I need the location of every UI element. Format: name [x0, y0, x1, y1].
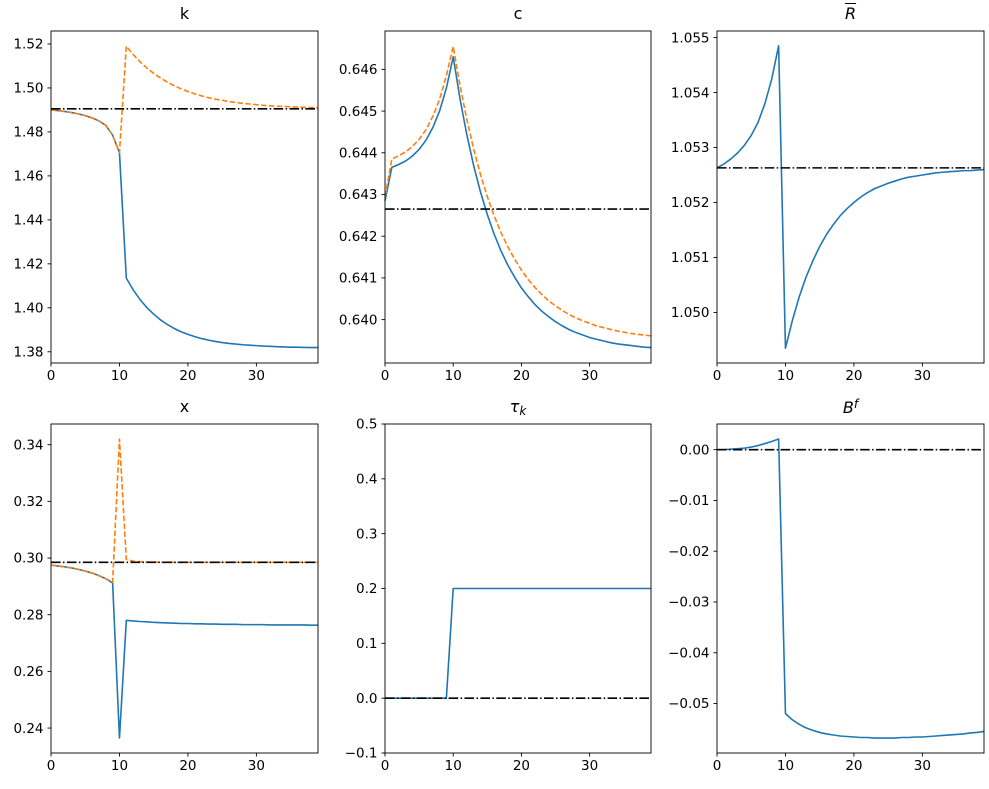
y-tick-label-tau_k: 0.0	[356, 691, 377, 707]
y-tick-label-x: 0.24	[13, 721, 43, 737]
y-tick-label-x: 0.26	[13, 664, 43, 680]
y-tick-label-x: 0.28	[13, 607, 43, 623]
series-dashed-x	[50, 438, 318, 583]
y-tick-label-x: 0.32	[13, 494, 43, 510]
y-tick-label-k: 1.42	[13, 257, 43, 273]
series-solid-Rbar	[716, 45, 985, 349]
y-tick-label-Rbar: 1.052	[671, 195, 710, 211]
x-tick-label-Rbar: 0	[713, 368, 722, 384]
x-tick-label-tau_k: 10	[445, 758, 462, 774]
y-tick-label-Bf: −0.03	[668, 595, 709, 611]
x-tick-label-Bf: 20	[845, 758, 862, 774]
series-solid-tau_k	[385, 587, 651, 699]
x-tick-label-c: 20	[513, 368, 530, 384]
y-tick-label-Rbar: 1.054	[671, 85, 710, 101]
x-tick-label-tau_k: 20	[513, 758, 530, 774]
y-tick-label-c: 0.646	[339, 62, 378, 78]
y-tick-label-tau_k: −0.1	[345, 746, 378, 762]
axes-frame-x	[50, 423, 319, 754]
x-tick-label-c: 10	[445, 368, 462, 384]
axes-frame-Bf	[716, 423, 985, 754]
y-tick-label-tau_k: 0.3	[356, 526, 377, 542]
y-tick-label-k: 1.48	[13, 125, 43, 141]
series-solid-c	[384, 56, 652, 349]
y-tick-label-k: 1.44	[13, 213, 43, 229]
y-tick-label-Rbar: 1.051	[671, 250, 710, 266]
x-tick-label-c: 30	[581, 368, 598, 384]
y-tick-label-c: 0.641	[339, 271, 378, 287]
y-tick-label-Rbar: 1.053	[671, 140, 710, 156]
series-solid-k	[50, 109, 318, 349]
y-tick-label-k: 1.40	[13, 301, 43, 317]
axes-frame-k	[50, 30, 319, 364]
series-solid-Bf	[717, 438, 985, 739]
chart-k: 1.38 1.40 1.42 1.44 1.46 1.48 1.50 1.52 0 10 20 30	[13, 30, 319, 384]
y-tick-label-c: 0.645	[339, 104, 378, 120]
y-tick-label-tau_k: 0.1	[356, 636, 377, 652]
x-tick-label-x: 30	[248, 758, 265, 774]
x-tick-label-k: 20	[179, 368, 196, 384]
chart-Bf: −0.05 −0.04 −0.03 −0.02 −0.01 0.00 0 10 20 30	[668, 423, 985, 774]
y-tick-label-c: 0.643	[339, 187, 378, 203]
x-tick-label-Rbar: 10	[777, 368, 794, 384]
y-tick-label-k: 1.52	[13, 37, 43, 53]
y-tick-label-Bf: 0.00	[679, 442, 709, 458]
y-tick-label-tau_k: 0.5	[356, 417, 377, 433]
x-tick-label-k: 10	[111, 368, 128, 384]
chart-c: 0.640 0.641 0.642 0.643 0.644 0.645 0.646 0 10 20…	[339, 30, 652, 384]
y-tick-label-c: 0.642	[339, 229, 378, 245]
series-solid-x	[50, 564, 318, 739]
series-dashed-c	[384, 45, 652, 337]
x-tick-label-Bf: 10	[777, 758, 794, 774]
x-tick-label-Rbar: 20	[845, 368, 862, 384]
x-tick-label-tau_k: 0	[381, 758, 390, 774]
y-tick-label-k: 1.46	[13, 169, 43, 185]
y-tick-label-Bf: −0.01	[668, 493, 709, 509]
y-tick-label-tau_k: 0.4	[356, 472, 377, 488]
x-tick-label-Rbar: 30	[914, 368, 931, 384]
x-tick-label-c: 0	[381, 368, 390, 384]
y-tick-label-Bf: −0.05	[668, 696, 709, 712]
x-tick-label-k: 0	[47, 368, 56, 384]
y-tick-label-k: 1.38	[13, 344, 43, 360]
y-tick-label-k: 1.50	[13, 81, 43, 97]
y-tick-label-tau_k: 0.2	[356, 581, 377, 597]
y-tick-label-Bf: −0.02	[668, 544, 709, 560]
series-dashed-k	[50, 45, 319, 154]
x-tick-label-x: 20	[179, 758, 196, 774]
x-tick-label-Bf: 0	[713, 758, 722, 774]
y-tick-label-Rbar: 1.050	[671, 305, 710, 321]
x-tick-label-k: 30	[248, 368, 265, 384]
x-tick-label-x: 0	[47, 758, 56, 774]
chart-Rbar: 1.050 1.051 1.052 1.053 1.054 1.055 0 10 20 30	[671, 30, 985, 384]
axes-frame-Rbar	[716, 30, 985, 364]
x-tick-label-Bf: 30	[914, 758, 931, 774]
y-tick-label-c: 0.644	[339, 145, 378, 161]
y-tick-label-Rbar: 1.055	[671, 30, 710, 46]
y-tick-label-Bf: −0.04	[668, 645, 709, 661]
y-tick-label-x: 0.34	[13, 437, 43, 453]
y-tick-label-x: 0.30	[13, 551, 43, 567]
axes-frame-c	[384, 30, 652, 364]
chart-x: 0.24 0.26 0.28 0.30 0.32 0.34 0 10 20 30	[13, 423, 319, 774]
chart-tau_k: −0.1 0.0 0.1 0.2 0.3 0.4 0.5 0 10 20 30	[345, 417, 652, 774]
y-tick-label-c: 0.640	[339, 312, 378, 328]
x-tick-label-tau_k: 30	[581, 758, 598, 774]
x-tick-label-x: 10	[111, 758, 128, 774]
